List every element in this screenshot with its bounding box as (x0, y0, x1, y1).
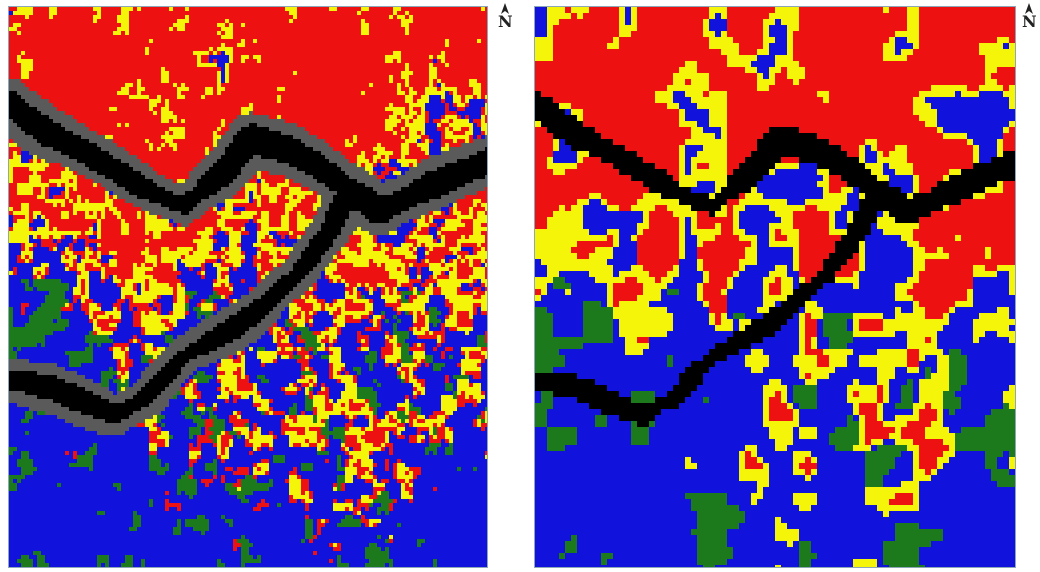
classified-map-right (534, 6, 1016, 568)
class-green-region (535, 277, 1015, 567)
north-label-left: N (498, 12, 513, 31)
class-water-region (535, 91, 1015, 427)
class-red-region (9, 7, 487, 567)
map-right-canvas (535, 7, 1015, 567)
class-shadow-region (9, 79, 487, 435)
class-yellow-region (9, 7, 487, 547)
north-arrow-icon (1025, 3, 1033, 14)
north-arrow-left: N (494, 2, 516, 36)
north-arrow-icon (501, 3, 509, 14)
north-arrow-right: N (1018, 2, 1040, 36)
class-red-region (535, 7, 1015, 505)
north-label-right: N (1022, 12, 1037, 31)
classified-map-left (8, 6, 488, 568)
class-green-region (9, 279, 487, 567)
class-water-region (9, 91, 487, 423)
class-yellow-region (535, 7, 1015, 567)
map-left-canvas (9, 7, 487, 567)
